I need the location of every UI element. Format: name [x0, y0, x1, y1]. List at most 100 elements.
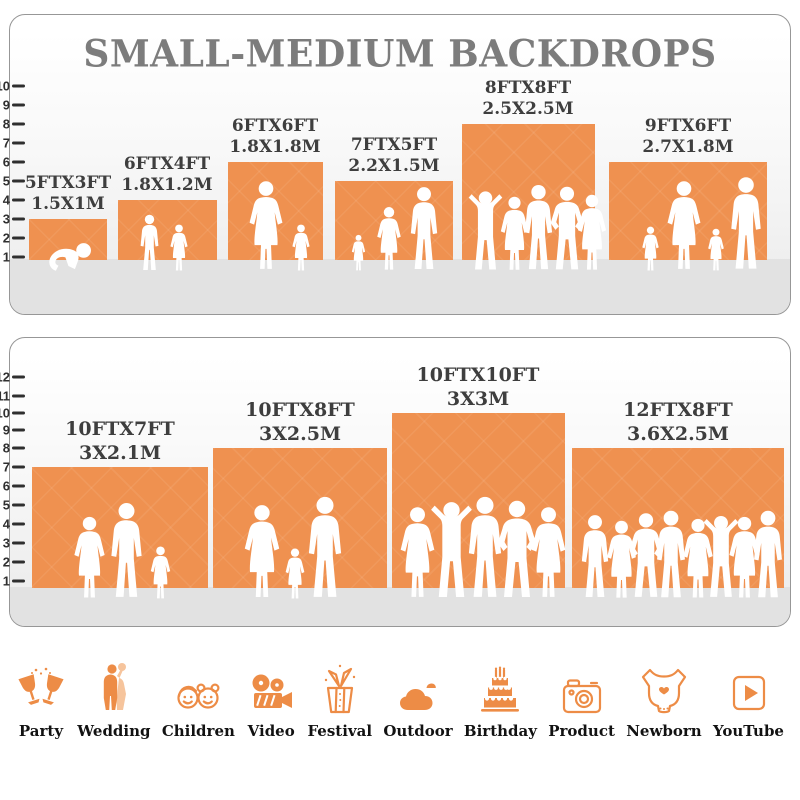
backdrop-6x4	[118, 200, 217, 260]
ruler-number: 12	[0, 369, 10, 385]
ruler-number: 10	[0, 405, 10, 421]
silhouette-man	[107, 502, 146, 600]
ruler-tick	[12, 84, 25, 88]
size-label: 12FTX8FT 3.6X2.5M	[623, 399, 733, 445]
category-label: Festival	[307, 722, 373, 740]
ruler-tick	[12, 394, 25, 398]
floor-strip	[10, 259, 790, 314]
category-youtube: YouTube	[713, 656, 784, 740]
birthday-icon	[475, 656, 525, 716]
newborn-icon	[639, 656, 689, 716]
ruler-tick	[12, 465, 25, 469]
silhouette-woman	[70, 516, 109, 600]
category-children: Children	[162, 656, 235, 740]
ruler-tick	[12, 375, 25, 379]
silhouette-girl	[168, 224, 190, 272]
festival-icon	[315, 656, 365, 716]
category-wedding: Wedding	[77, 656, 151, 740]
silhouette-woman	[374, 206, 404, 272]
ruler-number: 7	[2, 135, 10, 151]
video-icon	[246, 656, 296, 716]
ruler-number: 2	[2, 554, 10, 570]
silhouette-baby	[42, 240, 94, 273]
ruler-tick	[12, 141, 25, 145]
category-label: Newborn	[626, 722, 702, 740]
ruler-number: 5	[2, 497, 10, 513]
ruler-tick	[12, 179, 25, 183]
silhouette-mother	[245, 180, 287, 272]
category-festival: Festival	[307, 656, 372, 740]
category-outdoor: Outdoor	[383, 656, 453, 740]
size-label: 10FTX8FT 3X2.5M	[245, 399, 355, 445]
silhouette-woman	[240, 504, 284, 600]
party-icon	[16, 656, 66, 716]
ruler-tick	[12, 522, 25, 526]
ruler-tick	[12, 503, 25, 507]
category-label: Wedding	[77, 722, 151, 740]
children-icon	[173, 656, 223, 716]
ruler-number: 4	[2, 192, 10, 208]
silhouette-girl	[706, 228, 726, 272]
size-label: 6FTX4FT 1.8X1.2M	[121, 154, 213, 195]
ruler-tick	[12, 411, 25, 415]
product-icon	[557, 656, 607, 716]
ruler-tick	[12, 484, 25, 488]
size-label: 5FTX3FT 1.5X1M	[24, 173, 112, 214]
silhouette-boy	[138, 214, 161, 272]
ruler-tick	[12, 217, 25, 221]
ruler-tick	[12, 160, 25, 164]
ruler-number: 3	[2, 211, 10, 227]
silhouette-girl	[290, 224, 312, 272]
ruler-tick	[12, 560, 25, 564]
ruler-number: 8	[2, 440, 10, 456]
outdoor-icon	[394, 656, 442, 716]
silhouette-man	[750, 510, 786, 600]
category-label: Party	[18, 722, 64, 740]
ruler-number: 9	[2, 422, 10, 438]
ruler-number: 1	[2, 249, 10, 265]
category-label: Product	[548, 722, 615, 740]
size-label: 10FTX7FT 3X2.1M	[65, 418, 175, 464]
size-label: 7FTX5FT 2.2X1.5M	[348, 135, 440, 176]
ruler-tick	[12, 428, 25, 432]
category-video: Video	[246, 656, 296, 740]
ruler-number: 5	[2, 173, 10, 189]
ruler-tick	[12, 236, 25, 240]
ruler-number: 6	[2, 154, 10, 170]
ruler-number: 9	[2, 97, 10, 113]
floor-strip	[10, 587, 790, 626]
silhouette-man	[407, 186, 441, 272]
ruler-number: 2	[2, 230, 10, 246]
ruler-number: 4	[2, 516, 10, 532]
ruler-number: 8	[2, 116, 10, 132]
ruler-tick	[12, 541, 25, 545]
category-label: Children	[161, 722, 235, 740]
silhouette-man	[304, 496, 346, 600]
category-label: Video	[247, 722, 295, 740]
ruler-tick	[12, 579, 25, 583]
silhouette-woman	[527, 506, 570, 600]
ruler-number: 1	[2, 573, 10, 589]
category-label: YouTube	[712, 722, 784, 740]
ruler-tick	[12, 255, 25, 259]
ruler-number: 10	[0, 78, 10, 94]
ruler-number: 7	[2, 459, 10, 475]
category-party: Party	[16, 656, 66, 740]
ruler-number: 11	[0, 388, 10, 404]
silhouette-toddler	[350, 234, 367, 272]
size-label: 6FTX6FT 1.8X1.8M	[229, 116, 321, 157]
category-birthday: Birthday	[464, 656, 537, 740]
ruler-tick	[12, 122, 25, 126]
ruler-tick	[12, 198, 25, 202]
ruler-number: 3	[2, 535, 10, 551]
silhouette-girl	[148, 546, 173, 600]
category-newborn: Newborn	[626, 656, 702, 740]
wedding-icon	[91, 656, 137, 716]
youtube-icon	[725, 656, 771, 716]
size-label: 9FTX6FT 2.7X1.8M	[642, 116, 734, 157]
silhouette-man	[727, 176, 765, 272]
size-label: 10FTX10FT 3X3M	[416, 364, 540, 410]
category-label: Birthday	[463, 722, 537, 740]
ruler-tick	[12, 446, 25, 450]
